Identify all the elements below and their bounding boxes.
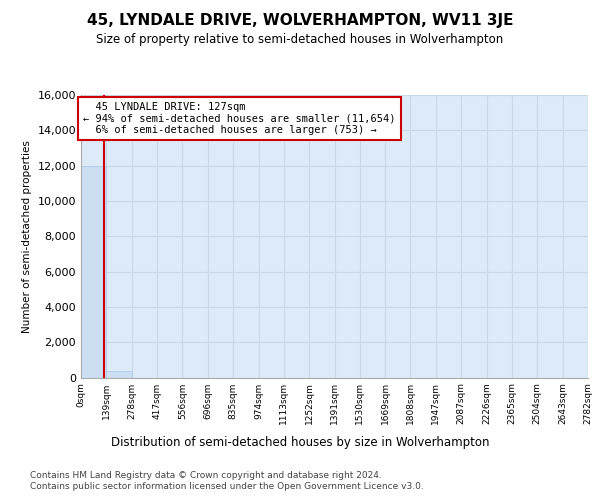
- Text: Distribution of semi-detached houses by size in Wolverhampton: Distribution of semi-detached houses by …: [111, 436, 489, 449]
- Bar: [81, 166, 106, 378]
- Text: Size of property relative to semi-detached houses in Wolverhampton: Size of property relative to semi-detach…: [97, 32, 503, 46]
- Y-axis label: Number of semi-detached properties: Number of semi-detached properties: [22, 140, 32, 332]
- Bar: [106, 371, 131, 378]
- Text: 45, LYNDALE DRIVE, WOLVERHAMPTON, WV11 3JE: 45, LYNDALE DRIVE, WOLVERHAMPTON, WV11 3…: [87, 12, 513, 28]
- Text: Contains public sector information licensed under the Open Government Licence v3: Contains public sector information licen…: [30, 482, 424, 491]
- Text: 45 LYNDALE DRIVE: 127sqm
← 94% of semi-detached houses are smaller (11,654)
  6%: 45 LYNDALE DRIVE: 127sqm ← 94% of semi-d…: [83, 102, 395, 136]
- Text: Contains HM Land Registry data © Crown copyright and database right 2024.: Contains HM Land Registry data © Crown c…: [30, 471, 382, 480]
